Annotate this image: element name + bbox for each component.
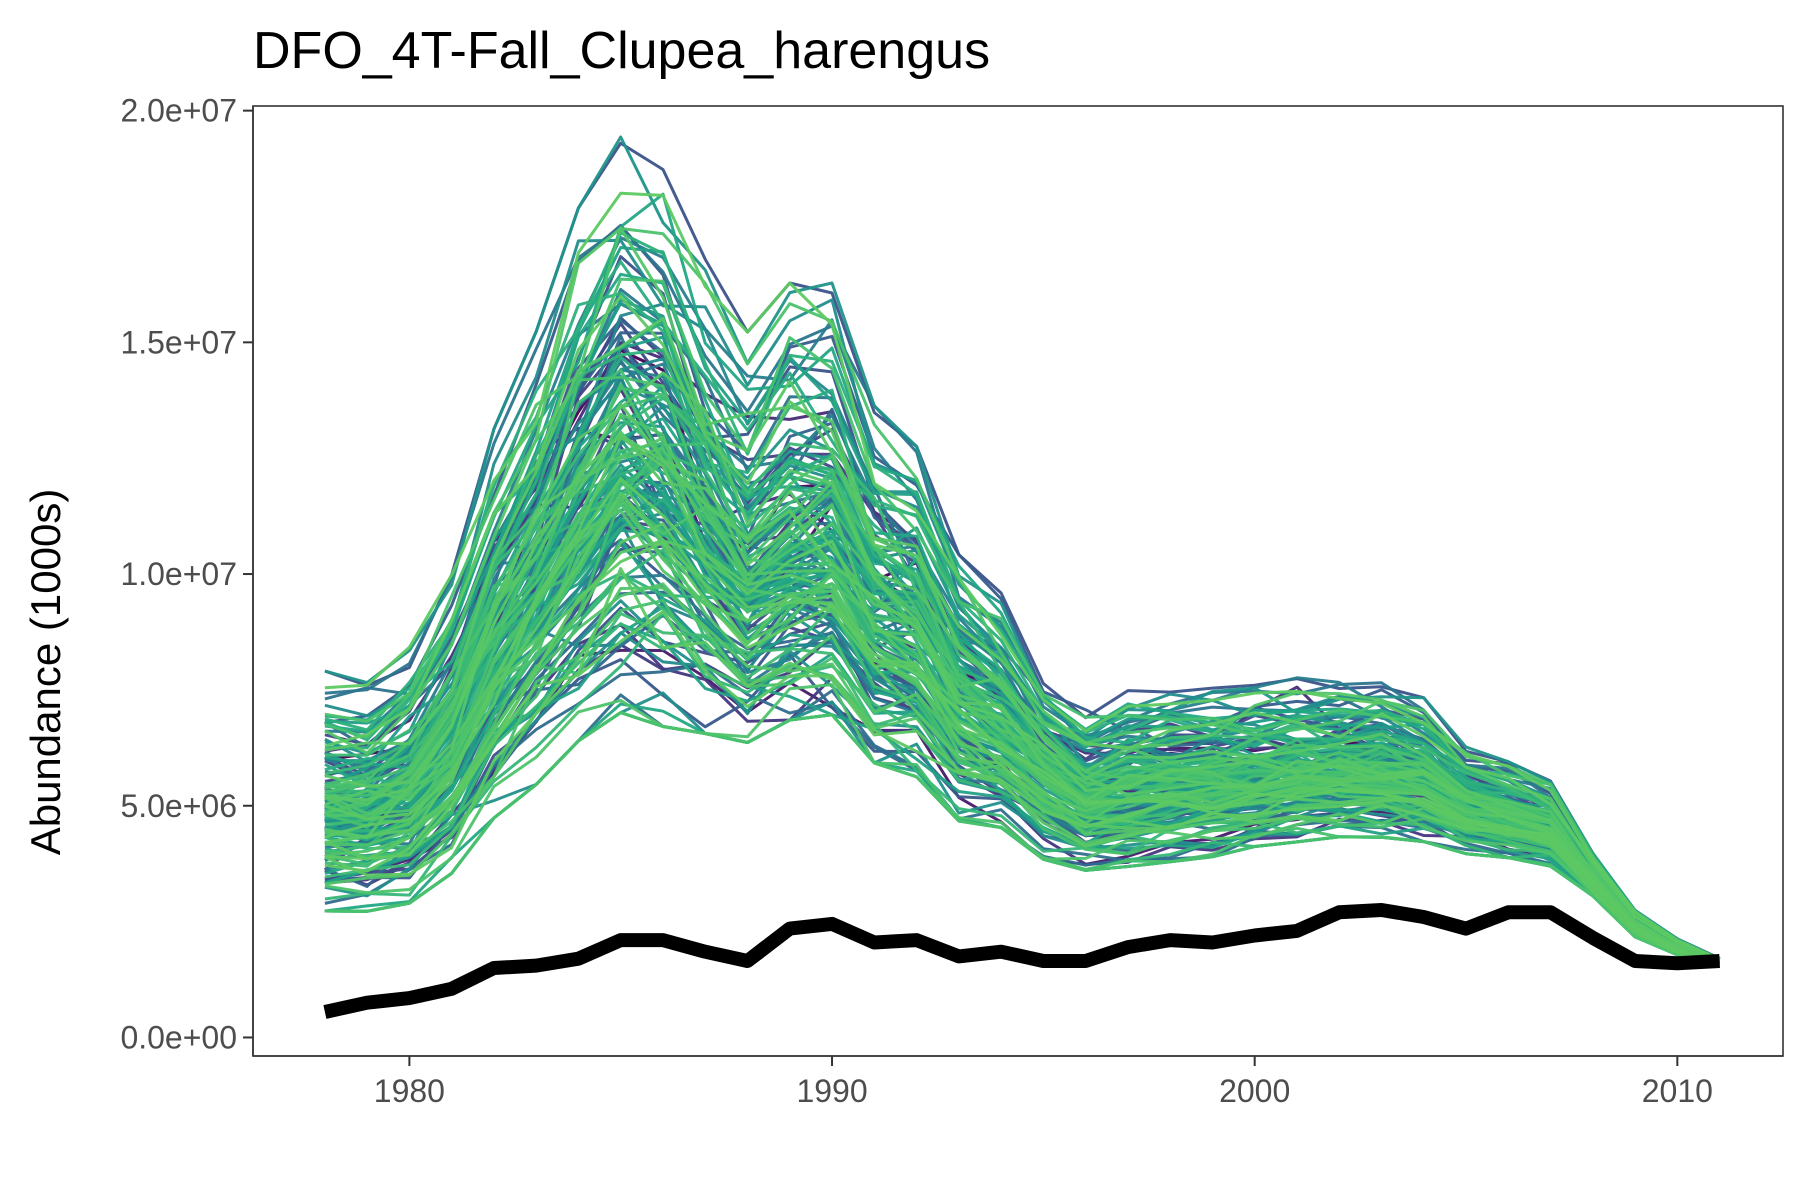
ensemble-line	[324, 611, 1720, 965]
ensemble-line	[324, 567, 1720, 965]
ensemble-line	[324, 226, 1721, 961]
plot-panel-border	[252, 105, 1784, 1057]
ensemble-line	[324, 135, 1721, 961]
observed-abundance-line	[323, 903, 1720, 1019]
observed-series-group	[323, 903, 1720, 1019]
x-tick-label: 2010	[1642, 1073, 1713, 1109]
ensemble-line	[324, 402, 1721, 962]
y-tick-label: 1.5e+07	[120, 324, 237, 360]
x-tick-label: 1990	[796, 1073, 867, 1109]
y-tick-label: 5.0e+06	[120, 788, 237, 824]
ensemble-line	[324, 683, 1720, 965]
chart-title: DFO_4T-Fall_Clupea_harengus	[253, 22, 990, 80]
ensemble-line	[324, 191, 1721, 961]
ensemble-line	[324, 711, 1720, 966]
ensemble-line	[324, 436, 1720, 963]
ensemble-line	[324, 223, 1721, 961]
ensemble-line	[324, 295, 1721, 962]
x-tick-label: 1980	[374, 1073, 445, 1109]
ensemble-line	[324, 412, 1721, 963]
ensemble-line	[324, 539, 1720, 964]
y-tick-label: 0.0e+00	[120, 1019, 237, 1055]
ensemble-line	[324, 317, 1721, 962]
y-axis-label: Abundance (1000s)	[22, 489, 69, 856]
ensemble-series-group	[323, 135, 1721, 966]
ensemble-line	[324, 477, 1720, 964]
y-tick-label: 1.0e+07	[120, 556, 237, 592]
ensemble-line	[324, 541, 1720, 964]
x-tick-label: 2000	[1219, 1073, 1290, 1109]
y-tick-label: 2.0e+07	[120, 93, 237, 129]
